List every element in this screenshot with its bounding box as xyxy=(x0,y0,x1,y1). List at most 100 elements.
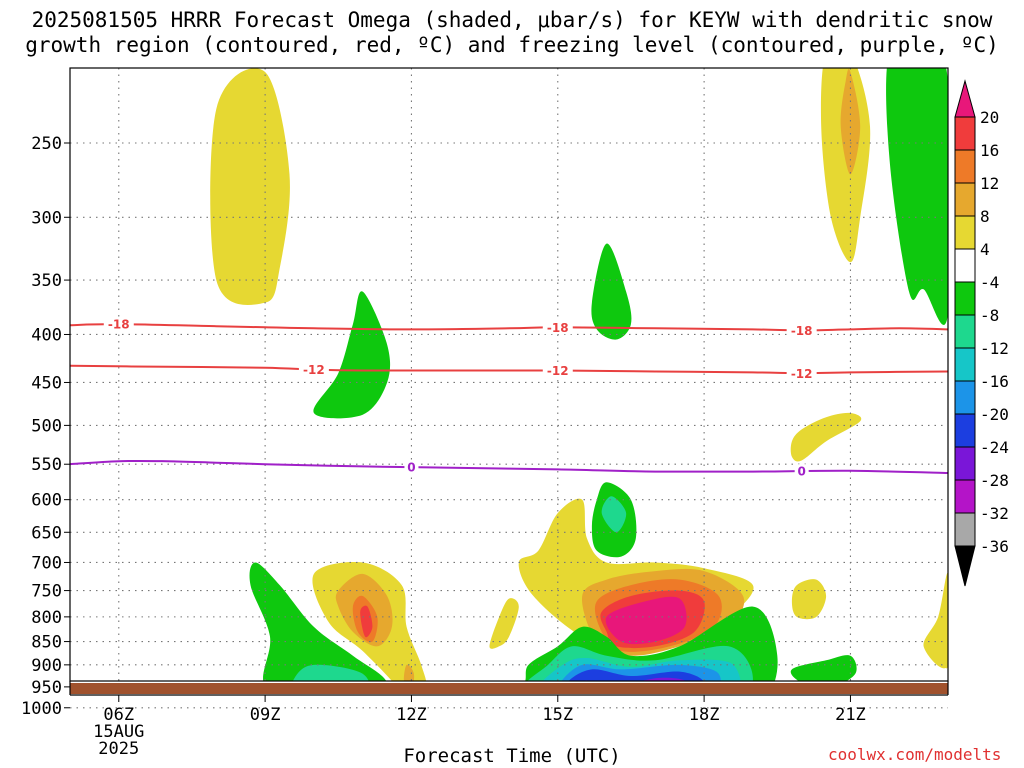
omega-region xyxy=(403,664,415,681)
contour-label-bg xyxy=(542,363,573,378)
y-tick-label: 750 xyxy=(31,582,62,602)
contour-label: -18 xyxy=(108,318,130,332)
contour-label-bg xyxy=(103,317,134,332)
terrain-bar xyxy=(70,683,948,694)
contour-label-bg xyxy=(404,460,419,475)
contour-label: -12 xyxy=(547,364,569,378)
contour-line xyxy=(70,323,948,332)
y-tick-label: 500 xyxy=(31,416,62,436)
colorbar-box xyxy=(954,182,976,217)
contour-label: 0 xyxy=(797,465,805,479)
chart-title-line2: growth region (contoured, red, ºC) and f… xyxy=(25,33,999,57)
omega-region xyxy=(605,596,687,645)
contour-label: -18 xyxy=(791,324,813,338)
omega-region xyxy=(840,69,861,175)
plot-frame xyxy=(69,67,949,696)
colorbar-label: 20 xyxy=(980,108,999,127)
omega-region xyxy=(292,664,369,681)
colorbar-box xyxy=(954,281,976,316)
colorbar-label: -16 xyxy=(980,372,1009,391)
y-tick-label: 650 xyxy=(31,523,62,543)
x-tick-label: 15Z xyxy=(542,705,573,725)
x-tick-label: 12Z xyxy=(396,705,427,725)
y-tick-label: 950 xyxy=(31,678,62,698)
terrain-fill xyxy=(70,683,948,694)
x-tick-date: 15AUG xyxy=(93,722,144,742)
omega-region xyxy=(489,598,519,649)
y-tick-label: 850 xyxy=(31,633,62,653)
colorbar-box xyxy=(954,512,976,547)
x-tick-label: 06Z xyxy=(103,705,134,725)
y-tick-label: 700 xyxy=(31,553,62,573)
omega-region xyxy=(360,605,373,638)
colorbar-label: -28 xyxy=(980,471,1009,490)
colorbar-label: 12 xyxy=(980,174,999,193)
y-tick-label: 1000 xyxy=(21,699,62,719)
contour-label: -12 xyxy=(303,363,325,377)
contour-label: -12 xyxy=(791,367,813,381)
contour-label-bg xyxy=(542,320,573,335)
colorbar-box xyxy=(954,413,976,448)
colorbar-label: -36 xyxy=(980,537,1009,556)
y-tick-label: 300 xyxy=(31,208,62,228)
colorbar-label: -32 xyxy=(980,504,1009,523)
colorbar-box xyxy=(954,446,976,481)
contour-label-bg xyxy=(794,464,809,479)
x-tick-label: 09Z xyxy=(250,705,281,725)
colorbar-box xyxy=(954,149,976,184)
x-tick-date: 2025 xyxy=(98,739,139,759)
colorbar-box xyxy=(954,380,976,415)
x-tick-label: 18Z xyxy=(689,705,720,725)
colorbar-label: -8 xyxy=(980,306,999,325)
contour-label-bg xyxy=(298,362,329,377)
credit-link[interactable]: coolwx.com/modelts xyxy=(828,745,1002,764)
colorbar-label: 4 xyxy=(980,240,990,259)
y-tick-label: 900 xyxy=(31,656,62,676)
y-tick-label: 400 xyxy=(31,325,62,345)
colorbar-box xyxy=(954,347,976,382)
colorbar-label: -4 xyxy=(980,273,999,292)
y-tick-label: 550 xyxy=(31,455,62,475)
omega-region xyxy=(249,562,387,681)
y-tick-label: 450 xyxy=(31,373,62,393)
y-tick-label: 350 xyxy=(31,271,62,291)
y-tick-label: 250 xyxy=(31,134,62,154)
y-axis-ticks: 250 300 350 400 450 500 550 600 650 700 750 800 850 9… xyxy=(21,134,70,719)
contour-label: 0 xyxy=(407,461,415,475)
colorbar-label: -24 xyxy=(980,438,1009,457)
omega-region xyxy=(923,572,948,669)
colorbar-label: 8 xyxy=(980,207,990,226)
colorbar: 20 16 12 8 4 -4 -8 -12 -16 -20 -24 -28 -32 -36 xyxy=(954,79,1009,587)
colorbar-label: -12 xyxy=(980,339,1009,358)
colorbar-box xyxy=(954,479,976,514)
colorbar-top-arrow xyxy=(954,79,976,118)
colorbar-box xyxy=(954,215,976,250)
colorbar-box xyxy=(954,314,976,349)
x-axis-label: Forecast Time (UTC) xyxy=(403,745,621,767)
contour-line xyxy=(70,459,948,474)
plot-border xyxy=(69,67,949,682)
colorbar-label: 16 xyxy=(980,141,999,160)
y-tick-label: 800 xyxy=(31,608,62,628)
contour-label-bg xyxy=(786,323,817,338)
omega-region xyxy=(210,68,290,305)
omega-region xyxy=(601,496,627,533)
omega-region xyxy=(591,243,632,340)
x-tick-label: 21Z xyxy=(835,705,866,725)
contour-label-bg xyxy=(786,366,817,381)
omega-region xyxy=(313,291,391,419)
contour-label: -18 xyxy=(547,321,569,335)
colorbar-label: -20 xyxy=(980,405,1009,424)
chart-title-line1: 2025081505 HRRR Forecast Omega (shaded, … xyxy=(31,8,993,32)
colorbar-box xyxy=(954,248,976,283)
contour-labels: -18 -18 -18 -12 -12 -12 0 0 xyxy=(103,317,817,479)
omega-region xyxy=(641,677,686,681)
y-tick-label: 600 xyxy=(31,491,62,511)
chart-title: 2025081505 HRRR Forecast Omega (shaded, … xyxy=(0,8,1024,58)
omega-region xyxy=(886,68,948,325)
colorbar-bottom-arrow xyxy=(954,545,976,587)
omega-region xyxy=(790,655,857,681)
colorbar-box xyxy=(954,116,976,151)
